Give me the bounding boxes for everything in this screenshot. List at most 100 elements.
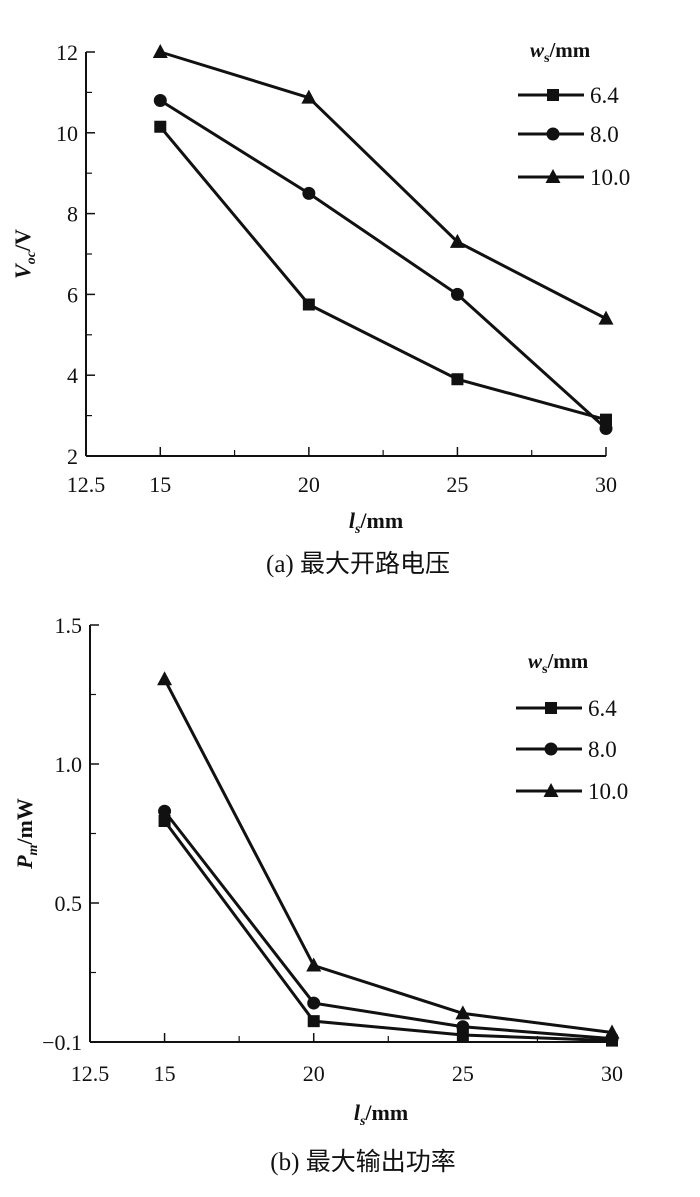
series-line-6.4 <box>163 820 613 1043</box>
legend-square-marker <box>545 702 557 714</box>
y-tick-label: 10 <box>56 121 78 146</box>
legend-circle-marker <box>546 127 560 141</box>
x-axis-label-part: /mm <box>364 1100 408 1125</box>
series-line-8.0 <box>163 810 613 1041</box>
chart-caption: (a) 最大开路电压 <box>266 550 450 578</box>
data-point-square-marker <box>307 1015 320 1028</box>
data-point-square-marker <box>154 120 167 133</box>
x-axis-label-part: l <box>354 1100 361 1125</box>
y-tick-label: 0.5 <box>55 891 83 916</box>
data-point-triangle-marker <box>157 671 173 686</box>
y-tick-label: −0.1 <box>42 1030 82 1055</box>
x-axis-label-part: /mm <box>359 508 403 533</box>
series-line-8.0 <box>159 99 608 430</box>
legend-item-10.0: 10.0 <box>518 165 630 190</box>
legend-title-part: s <box>542 662 548 677</box>
y-axis-label-part: /mW <box>12 798 37 845</box>
series-line-10.0 <box>163 678 613 1035</box>
x-tick-label: 15 <box>154 1061 176 1086</box>
chart-caption: (b) 最大输出功率 <box>270 1148 455 1176</box>
legend-title-part: w <box>530 38 545 62</box>
x-axis-label-part: s <box>359 1114 366 1129</box>
data-point-triangle-marker <box>306 957 322 972</box>
data-point-triangle-marker <box>604 1024 620 1039</box>
legend-title: ws/mm <box>528 649 589 677</box>
data-point-triangle-marker <box>449 233 465 248</box>
legend-item-10.0: 10.0 <box>516 779 628 804</box>
legend-item-6.4: 6.4 <box>518 83 619 108</box>
legend-title: ws/mm <box>530 38 591 66</box>
legend-label: 10.0 <box>588 779 628 804</box>
x-tick-label: 12.5 <box>67 472 106 497</box>
legend-label: 10.0 <box>590 165 630 190</box>
legend-label: 8.0 <box>590 122 619 147</box>
y-tick-label: 1.0 <box>55 752 83 777</box>
y-tick-label: 12 <box>56 40 78 65</box>
y-axis-label-part: P <box>12 855 37 870</box>
legend-triangle-marker <box>545 169 561 183</box>
x-axis-label: ls/mm <box>354 1100 408 1129</box>
y-tick-label: 6 <box>67 282 78 307</box>
legend-label: 6.4 <box>588 696 617 721</box>
legend-item-8.0: 8.0 <box>518 122 619 147</box>
y-tick-label: 2 <box>67 444 78 469</box>
data-point-triangle-marker <box>455 1005 471 1020</box>
legend-title-part: w <box>528 649 543 673</box>
x-tick-label: 30 <box>601 1061 623 1086</box>
data-point-circle-marker <box>450 287 464 301</box>
data-point-circle-marker <box>456 1020 470 1034</box>
series-6.4 <box>158 814 618 1047</box>
x-tick-label: 12.5 <box>71 1061 110 1086</box>
legend-label: 6.4 <box>590 83 619 108</box>
x-axis-label-part: l <box>349 508 356 533</box>
legend: ws/mm6.48.010.0 <box>518 38 630 190</box>
legend-item-6.4: 6.4 <box>516 696 617 721</box>
x-tick-label: 25 <box>446 472 468 497</box>
legend-label: 8.0 <box>588 737 617 762</box>
series-10.0 <box>157 671 620 1039</box>
x-tick-label: 20 <box>303 1061 325 1086</box>
data-point-triangle-marker <box>152 44 168 58</box>
legend-triangle-marker <box>543 783 559 797</box>
legend-circle-marker <box>544 742 558 756</box>
x-axis-label: ls/mm <box>349 508 403 537</box>
y-axis-label-part: m <box>26 844 41 855</box>
data-point-square-marker <box>600 413 612 426</box>
y-axis-label-part: /V <box>10 229 35 252</box>
data-point-square-marker <box>451 373 464 386</box>
series-8.0 <box>153 93 613 436</box>
x-axis-label-part: s <box>354 522 361 537</box>
series-10.0 <box>152 44 614 325</box>
data-point-circle-marker <box>599 422 613 436</box>
data-point-square-marker <box>302 298 315 311</box>
y-tick-label: 4 <box>67 363 78 388</box>
y-axis-label: Pm/mW <box>12 798 41 870</box>
x-tick-label: 20 <box>298 472 320 497</box>
x-tick-label: 30 <box>595 472 617 497</box>
series-line-6.4 <box>159 125 607 422</box>
series-8.0 <box>158 804 619 1046</box>
series-6.4 <box>154 120 612 426</box>
y-tick-label: 1.5 <box>55 613 83 638</box>
legend: ws/mm 6.4 8.0 10.0 <box>516 649 628 804</box>
series-line-10.0 <box>159 50 607 320</box>
data-point-circle-marker <box>158 804 172 818</box>
data-point-circle-marker <box>302 186 316 200</box>
y-axis-label-part: oc <box>24 250 39 264</box>
y-axis-label-part: V <box>10 262 35 279</box>
data-point-triangle-marker <box>598 310 614 325</box>
legend-title-part: /mm <box>548 38 590 62</box>
data-point-triangle-marker <box>301 89 317 104</box>
data-point-square-marker <box>158 814 171 827</box>
legend-title-part: s <box>544 51 550 66</box>
legend-square-marker <box>547 89 559 101</box>
legend-item-8.0: 8.0 <box>516 737 617 762</box>
y-tick-label: 8 <box>67 202 78 227</box>
x-tick-label: 25 <box>452 1061 474 1086</box>
x-tick-label: 15 <box>149 472 171 497</box>
data-point-circle-marker <box>307 996 321 1010</box>
data-point-circle-marker <box>153 93 167 107</box>
